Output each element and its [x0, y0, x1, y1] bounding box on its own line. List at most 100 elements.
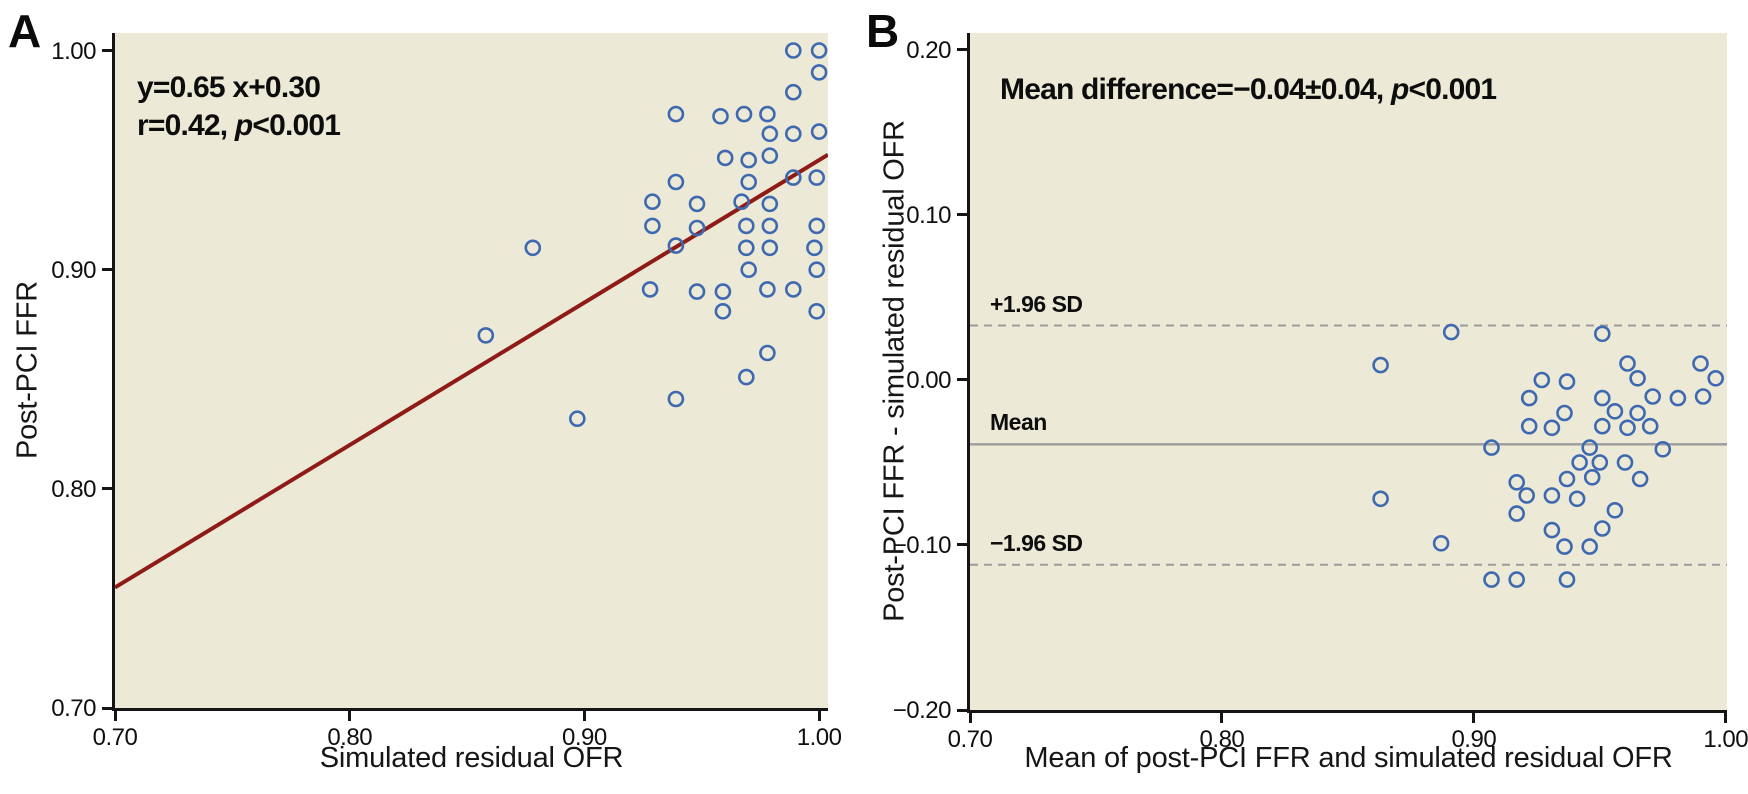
data-point [1483, 571, 1500, 588]
data-point [667, 237, 685, 254]
data-point [810, 123, 828, 140]
data-point [1520, 389, 1538, 407]
data-point [1568, 490, 1586, 508]
data-point [759, 281, 776, 298]
data-point [784, 83, 802, 101]
y-tick-label: 0.10 [906, 201, 951, 229]
data-point [761, 147, 779, 164]
lower-limit-label: −1.96 SD [990, 529, 1083, 556]
data-point [644, 217, 661, 235]
data-point [1619, 419, 1636, 437]
data-point [1581, 439, 1599, 456]
x-tick-label: 0.70 [947, 726, 993, 753]
y-tick-mark [957, 213, 967, 217]
x-tick-mark [582, 711, 586, 721]
data-point [712, 108, 729, 125]
y-tick-mark [102, 706, 112, 710]
data-point [808, 261, 826, 278]
x-tick-label: 0.80 [1199, 726, 1245, 753]
panel-b-label: B [866, 5, 899, 57]
data-point [524, 239, 542, 257]
data-point [477, 327, 495, 344]
data-point [810, 64, 828, 81]
data-point [1558, 571, 1576, 588]
data-point [740, 151, 758, 169]
x-tick-label: 0.90 [1451, 726, 1497, 753]
x-tick-mark [113, 711, 117, 721]
data-point [688, 195, 706, 213]
data-point [1508, 571, 1526, 588]
data-point [1556, 538, 1573, 555]
data-point [1631, 470, 1649, 488]
data-point [1593, 520, 1611, 537]
data-point [1629, 369, 1646, 387]
regression-line [115, 152, 828, 590]
y-tick-label: 0.80 [51, 475, 96, 503]
panel-a-y-axis-title: Post-PCI FFR [11, 280, 44, 460]
panel-a-x-axis-title: Simulated residual OFR [319, 742, 624, 774]
x-tick-mark [348, 711, 352, 721]
x-tick-label: 0.70 [92, 724, 138, 751]
data-point [1483, 439, 1500, 456]
data-point [1593, 389, 1611, 407]
data-point [808, 169, 826, 186]
data-point [761, 217, 779, 235]
x-tick-mark [1724, 713, 1728, 723]
x-tick-mark [817, 711, 821, 721]
data-point [740, 261, 758, 278]
data-point [1692, 355, 1709, 372]
data-point [1581, 538, 1599, 555]
y-tick-label: 0.20 [906, 36, 951, 64]
data-point [1442, 323, 1460, 341]
data-point [784, 169, 802, 186]
panel-b-x-axis-title: Mean of post-PCI FFR and simulated resid… [1024, 742, 1673, 774]
data-point [568, 410, 586, 428]
data-point [759, 344, 776, 362]
data-point [1508, 473, 1526, 491]
data-point [737, 217, 755, 235]
y-tick-label: 0.90 [51, 256, 96, 284]
x-tick-mark [968, 713, 972, 723]
data-point [667, 173, 685, 191]
data-point [1641, 417, 1659, 435]
data-point [688, 219, 706, 237]
data-point [716, 149, 734, 167]
y-tick-mark [957, 708, 967, 712]
y-tick-mark [957, 543, 967, 547]
data-point [667, 105, 685, 123]
data-point [1644, 388, 1662, 405]
data-point [1571, 454, 1588, 471]
data-point [1520, 417, 1538, 435]
data-point [808, 217, 826, 235]
x-tick-mark [1220, 713, 1224, 723]
data-point [644, 193, 661, 210]
data-point [1583, 468, 1601, 486]
data-point [641, 281, 659, 298]
panel-a-annotation: y=0.65 x+0.30 r=0.42, p<0.001 [137, 69, 341, 145]
data-point [714, 302, 732, 320]
data-point [759, 105, 776, 123]
y-tick-mark [102, 49, 112, 53]
data-point [808, 302, 826, 320]
data-point [784, 125, 802, 143]
data-point [688, 283, 706, 300]
x-tick-label: 0.90 [562, 724, 607, 751]
data-point [1508, 505, 1526, 522]
data-point [806, 239, 823, 257]
panel-b-annotation: Mean difference=−0.04±0.04, p<0.001 [1000, 71, 1497, 109]
panel-b-plot-area: Mean difference=−0.04±0.04, p<0.001 +1.9… [967, 33, 1727, 713]
data-point [1606, 501, 1624, 519]
y-tick-label: 1.00 [51, 37, 96, 65]
panel-a-label: A [8, 5, 41, 57]
data-point [735, 105, 753, 123]
data-point [761, 195, 779, 213]
data-point [1558, 470, 1576, 488]
y-tick-mark [102, 268, 112, 272]
regression-equation-text: y=0.65 x+0.30 [137, 71, 321, 104]
correlation-text: r=0.42, p<0.001 [137, 109, 341, 142]
data-point [667, 390, 685, 408]
upper-limit-label: +1.96 SD [990, 290, 1083, 317]
y-tick-mark [957, 48, 967, 52]
data-point [737, 368, 755, 386]
